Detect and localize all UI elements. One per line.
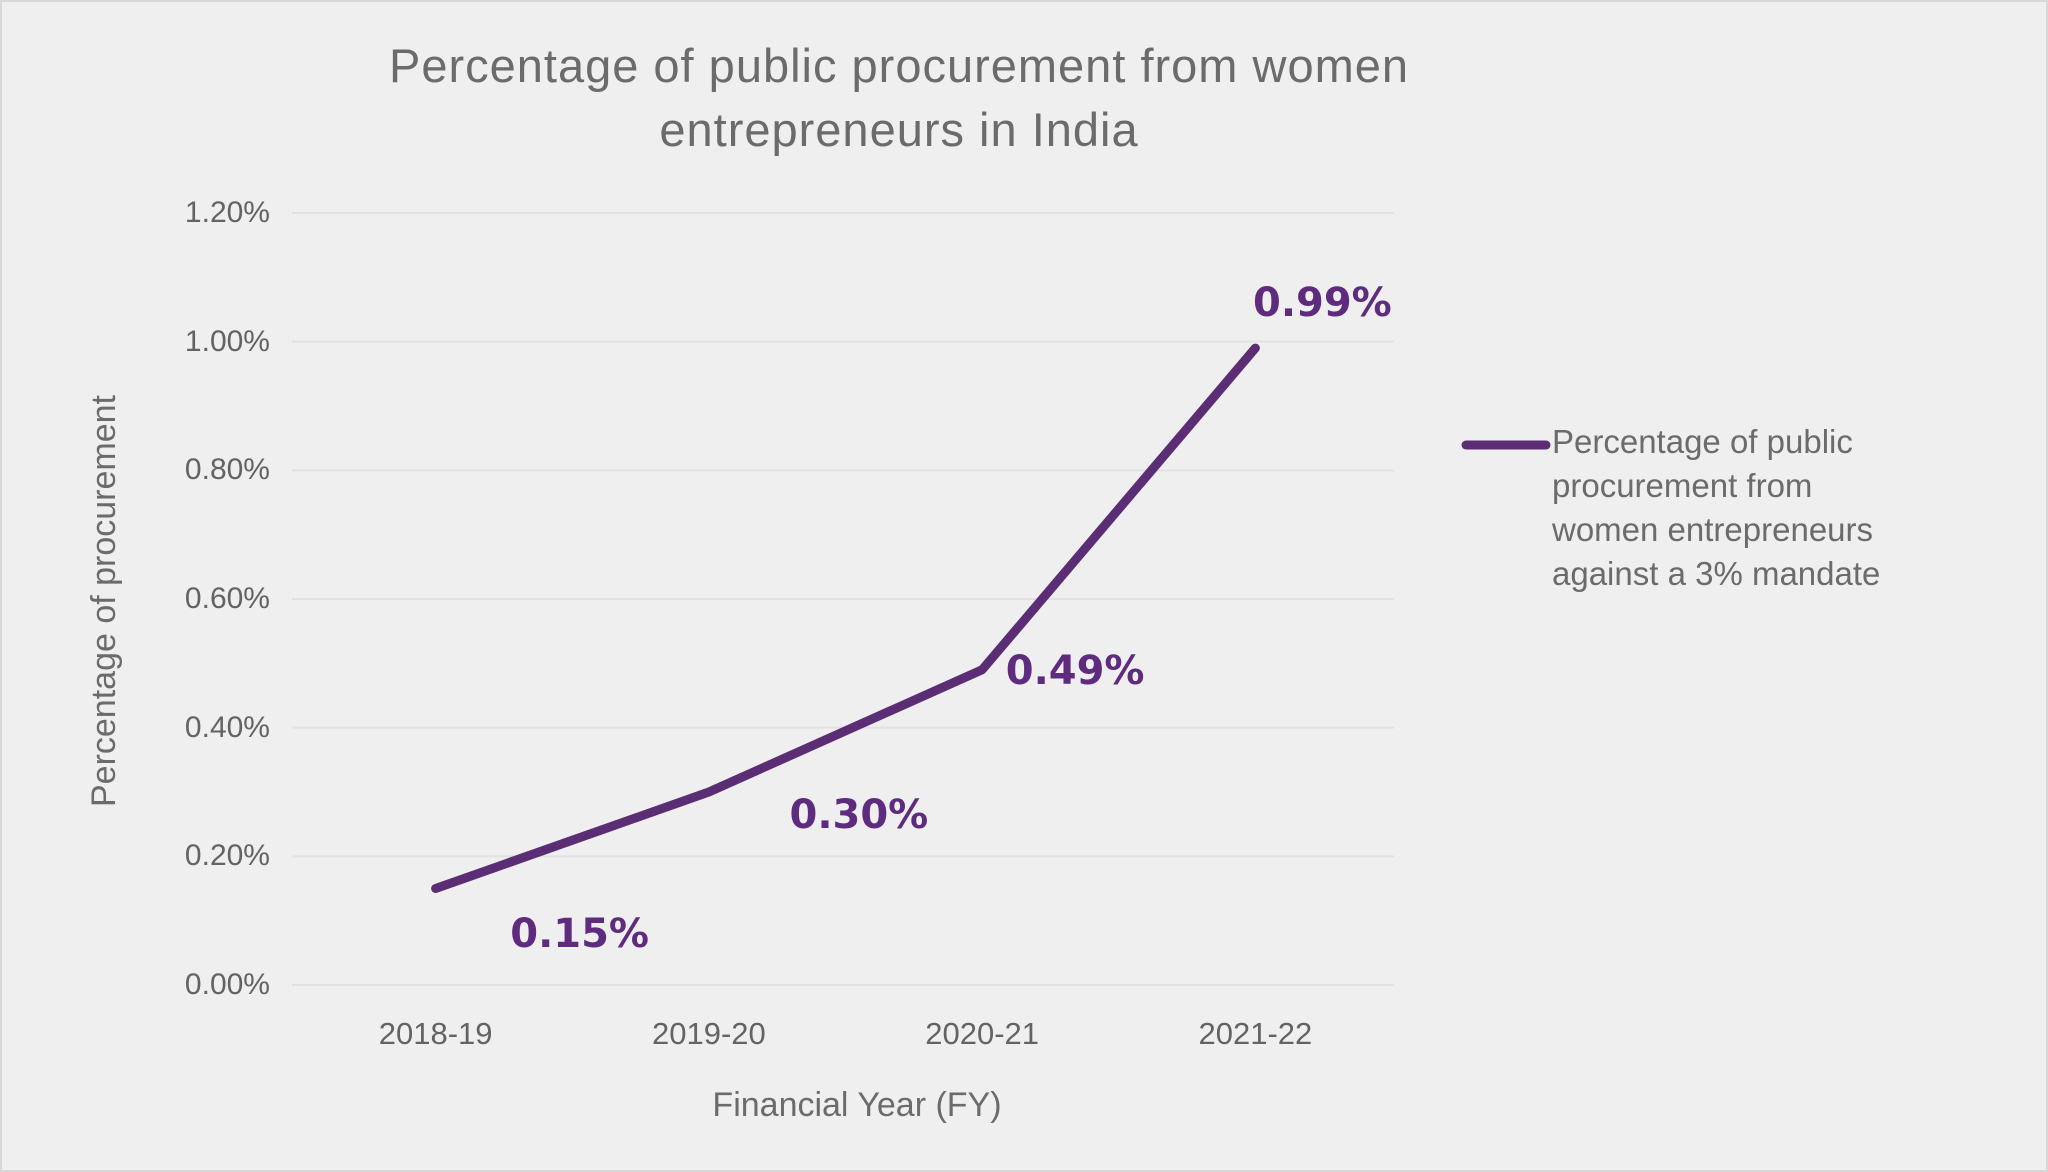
y-tick-label: 0.20% — [184, 839, 270, 873]
y-tick-label: 0.00% — [184, 968, 270, 1001]
data-point-label: 0.49% — [1005, 647, 1145, 694]
y-tick-label: 0.40% — [184, 710, 270, 744]
y-tick-label: 0.80% — [184, 453, 270, 487]
x-tick-label: 2018-19 — [378, 1016, 493, 1051]
data-point-label: 0.30% — [789, 792, 929, 838]
y-tick-label: 1.00% — [184, 324, 270, 358]
y-tick-label: 1.20% — [184, 196, 270, 229]
data-point-label: 0.15% — [510, 910, 650, 957]
legend: Percentage of public procurement from wo… — [1460, 420, 1992, 596]
x-tick-label: 2020-21 — [925, 1016, 1040, 1051]
legend-line-swatch — [1461, 440, 1551, 450]
y-tick-label: 0.60% — [184, 582, 270, 615]
data-point-label: 0.99% — [1252, 280, 1392, 327]
x-tick-label: 2019-20 — [651, 1016, 766, 1051]
data-line — [431, 343, 1260, 893]
x-tick-label: 2021-22 — [1198, 1016, 1313, 1051]
legend-label: Percentage of public procurement from wo… — [1552, 423, 1881, 592]
chart-title: Percentage of public procurement from wo… — [388, 39, 1410, 156]
x-axis-title: Financial Year (FY) — [712, 1086, 1002, 1124]
